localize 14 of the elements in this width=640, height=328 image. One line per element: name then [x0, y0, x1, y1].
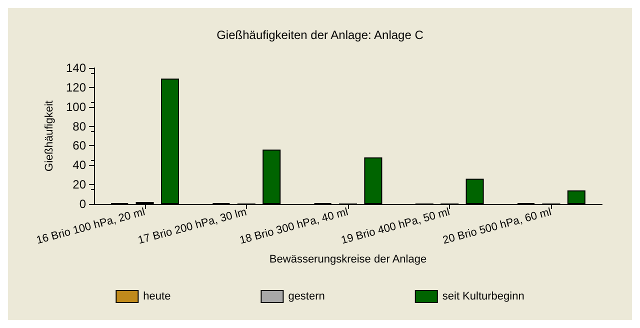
y-tick-label: 80: [72, 119, 86, 134]
y-tick-label: 100: [66, 100, 86, 114]
legend-label: gestern: [288, 290, 325, 302]
legend-label: heute: [143, 290, 171, 302]
y-tick-label: 140: [66, 61, 86, 75]
y-tick-label: 60: [72, 138, 86, 153]
y-axis-title: Gießhäufigkeit: [44, 100, 56, 172]
legend-label: seit Kulturbeginn: [442, 290, 524, 302]
y-tick-label: 120: [66, 80, 86, 94]
chart-title: Gießhäufigkeiten der Anlage: Anlage C: [216, 28, 424, 42]
y-tick-label: 0: [79, 197, 86, 211]
x-axis-title: Bewässerungskreise der Anlage: [269, 254, 427, 266]
y-tick-label: 40: [72, 158, 86, 172]
y-tick-label: 20: [72, 178, 86, 192]
